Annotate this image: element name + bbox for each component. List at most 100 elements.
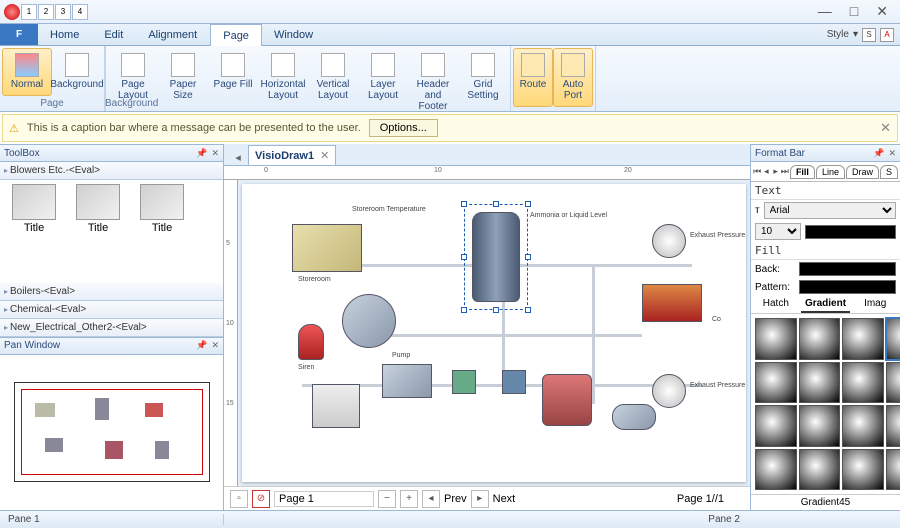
gradient-swatch[interactable]	[799, 362, 841, 404]
minimize-icon[interactable]: —	[818, 3, 832, 20]
gradient-swatch[interactable]	[799, 318, 841, 360]
shape-item[interactable]: Title	[68, 184, 128, 234]
back-color-swatch[interactable]	[799, 262, 896, 276]
nav-prev-icon[interactable]: ◂	[762, 166, 770, 177]
document-tab[interactable]: VisioDraw1 ✕	[248, 145, 336, 165]
gradient-swatch[interactable]	[799, 449, 841, 491]
blower-shape[interactable]	[342, 294, 396, 348]
maximize-icon[interactable]: □	[850, 3, 858, 20]
gradient-swatch[interactable]	[799, 405, 841, 447]
category-blowers[interactable]: Blowers Etc.-<Eval>	[0, 162, 223, 180]
valve-shape[interactable]	[502, 370, 526, 394]
compressor-shape[interactable]	[642, 284, 702, 322]
text-color-swatch[interactable]	[805, 225, 896, 239]
tab-page[interactable]: Page	[210, 24, 262, 46]
valve-shape[interactable]	[452, 370, 476, 394]
subtab-gradient[interactable]: Gradient	[801, 296, 851, 313]
shape-item[interactable]: Title	[4, 184, 64, 234]
font-select[interactable]: Arial	[764, 202, 896, 219]
ribbon-grid-setting[interactable]: Grid Setting	[458, 48, 508, 113]
pattern-color-swatch[interactable]	[799, 280, 896, 294]
nav-next-icon[interactable]: ▸	[771, 166, 779, 177]
gradient-swatch[interactable]	[886, 449, 900, 491]
new-page-button[interactable]: ▫	[230, 490, 248, 508]
prev-label[interactable]: Prev	[444, 493, 467, 505]
options-button[interactable]: Options...	[369, 119, 438, 137]
delete-page-button[interactable]: ⊘	[252, 490, 270, 508]
tab-alignment[interactable]: Alignment	[136, 24, 210, 45]
tank-shape[interactable]	[542, 374, 592, 426]
qat-btn-4[interactable]: 4	[72, 4, 88, 20]
caption-close-icon[interactable]: ✕	[880, 120, 891, 136]
gradient-swatch[interactable]	[886, 405, 900, 447]
gradient-swatch[interactable]	[842, 405, 884, 447]
page-input[interactable]	[274, 491, 374, 507]
close-tab-icon[interactable]: ✕	[320, 149, 329, 162]
pin-icon[interactable]: 📌	[196, 148, 207, 159]
storeroom-shape[interactable]	[292, 224, 362, 272]
gradient-swatch[interactable]	[886, 362, 900, 404]
ribbon-layer-layout[interactable]: Layer Layout	[358, 48, 408, 113]
zoom-out-button[interactable]: −	[378, 490, 396, 508]
drum-shape[interactable]	[612, 404, 656, 430]
style-picker[interactable]: Style▾ S A	[821, 24, 900, 45]
gauge-shape[interactable]	[652, 374, 686, 408]
gradient-swatch[interactable]	[842, 318, 884, 360]
gradient-swatch[interactable]	[755, 405, 797, 447]
pump-shape[interactable]	[382, 364, 432, 398]
close-pane-icon[interactable]: ✕	[888, 148, 896, 159]
ribbon-paper-size[interactable]: Paper Size	[158, 48, 208, 113]
prev-page-icon[interactable]: ◂	[422, 490, 440, 508]
close-pane-icon[interactable]: ✕	[211, 340, 219, 351]
format-tab-fill[interactable]: Fill	[790, 165, 815, 179]
ribbon-page-fill[interactable]: Page Fill	[208, 48, 258, 113]
category-boilers[interactable]: Boilers-<Eval>	[0, 283, 223, 301]
gauge-shape[interactable]	[652, 224, 686, 258]
style-s-button[interactable]: S	[862, 28, 876, 42]
ribbon-header-footer[interactable]: Header and Footer	[408, 48, 458, 113]
subtab-hatch[interactable]: Hatch	[751, 296, 801, 313]
shape-item[interactable]: Title	[132, 184, 192, 234]
gradient-swatch[interactable]	[755, 362, 797, 404]
close-pane-icon[interactable]: ✕	[211, 148, 219, 159]
gradient-swatch[interactable]	[842, 449, 884, 491]
zoom-in-button[interactable]: +	[400, 490, 418, 508]
qat-btn-1[interactable]: 1	[21, 4, 37, 20]
ribbon-background[interactable]: Background	[52, 48, 102, 96]
gradient-swatch[interactable]	[886, 318, 900, 360]
tab-scroll-left[interactable]: ◂	[230, 149, 246, 165]
subtab-image[interactable]: Imag	[850, 296, 900, 313]
ribbon-horizontal-layout[interactable]: Horizontal Layout	[258, 48, 308, 113]
qat-btn-2[interactable]: 2	[38, 4, 54, 20]
panel-shape[interactable]	[312, 384, 360, 428]
gradient-swatch[interactable]	[842, 362, 884, 404]
next-label[interactable]: Next	[493, 493, 516, 505]
ribbon-autoport[interactable]: Auto Port	[553, 48, 593, 107]
category-electrical[interactable]: New_Electrical_Other2-<Eval>	[0, 319, 223, 337]
tab-edit[interactable]: Edit	[92, 24, 136, 45]
nav-first-icon[interactable]: ⏮	[753, 166, 761, 177]
ribbon-route[interactable]: Route	[513, 48, 553, 107]
tab-home[interactable]: Home	[38, 24, 92, 45]
pan-body[interactable]	[0, 355, 223, 510]
ribbon-normal[interactable]: Normal	[2, 48, 52, 96]
ribbon-page-layout[interactable]: Page Layout	[108, 48, 158, 113]
qat-btn-3[interactable]: 3	[55, 4, 71, 20]
close-icon[interactable]: ✕	[876, 3, 888, 20]
gradient-swatch[interactable]	[755, 449, 797, 491]
drawing-canvas[interactable]: Storeroom Temperature Storeroom Ammonia …	[242, 184, 746, 482]
ribbon-vertical-layout[interactable]: Vertical Layout	[308, 48, 358, 113]
nav-last-icon[interactable]: ⏭	[781, 166, 789, 177]
format-tab-s[interactable]: S	[880, 165, 898, 179]
pin-icon[interactable]: 📌	[196, 340, 207, 351]
size-select[interactable]: 10	[755, 223, 801, 240]
file-tab[interactable]: F	[0, 24, 38, 45]
next-page-icon[interactable]: ▸	[471, 490, 489, 508]
format-tab-line[interactable]: Line	[816, 165, 845, 179]
gradient-swatch[interactable]	[755, 318, 797, 360]
tab-window[interactable]: Window	[262, 24, 326, 45]
siren-shape[interactable]	[298, 324, 324, 360]
pin-icon[interactable]: 📌	[873, 148, 884, 159]
style-a-button[interactable]: A	[880, 28, 894, 42]
format-tab-draw[interactable]: Draw	[846, 165, 879, 179]
